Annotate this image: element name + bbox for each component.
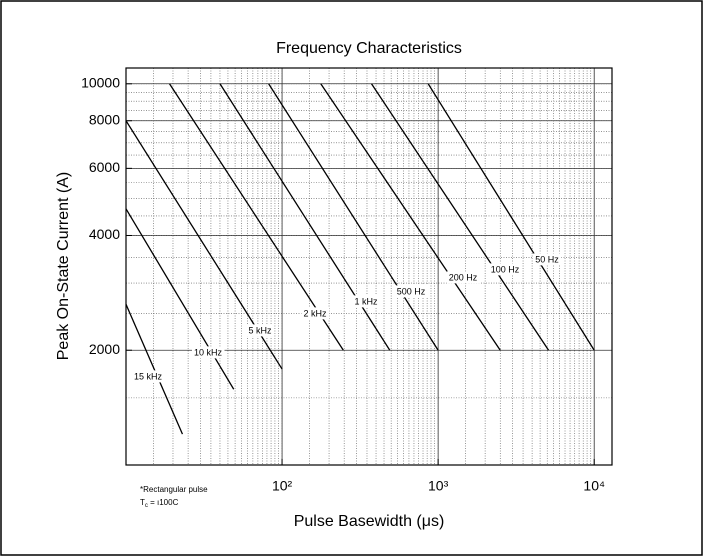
series-line [427,83,595,351]
tc-text: = ı100C [148,498,179,507]
series-label: 50 Hz [535,254,559,264]
x-axis-label: Pulse Basewidth (μs) [294,513,445,530]
series-label-bg [246,324,274,337]
series-label: 100 Hz [491,264,520,274]
x-tick-label: 10³ [428,478,449,494]
series-label: 2 kHz [303,308,327,318]
series-label: 1 kHz [354,296,378,306]
x-tick-label: 10² [272,478,293,494]
y-tick-label: 4000 [89,226,120,242]
series-label: 200 Hz [449,272,478,282]
y-tick-label: 6000 [89,159,120,175]
tc-note: Tc = ı100C [140,498,179,508]
series-line [125,208,235,390]
x-tick-label: 10⁴ [583,478,605,494]
y-axis-label: Peak On-State Current (A) [55,172,72,361]
series-label: 5 kHz [248,325,272,335]
note: *Rectangular pulse [140,485,208,494]
series-line [125,304,184,435]
tc-symbol: T [140,498,145,507]
series-line [168,83,344,351]
series-label-bg [533,253,562,266]
series-label-bg [352,295,380,308]
y-tick-label: 10000 [81,74,120,90]
series-label-bg [131,370,165,383]
y-tick-label: 8000 [89,111,120,127]
series-label: 10 kHz [194,347,223,357]
series-label-bg [488,263,522,276]
chart-title: Frequency Characteristics [276,40,462,57]
series-label-bg [394,285,428,298]
series-label: 500 Hz [397,286,426,296]
y-tick-label: 2000 [89,341,120,357]
series-label-bg [191,346,225,359]
series-line [268,83,439,351]
series-label-bg [301,307,329,320]
series-label: 15 kHz [134,371,163,381]
tc-subscript: c [145,503,148,509]
series-line [320,83,501,351]
series-line [370,83,550,351]
plot-frame [125,67,613,466]
series-label-bg [446,271,480,284]
